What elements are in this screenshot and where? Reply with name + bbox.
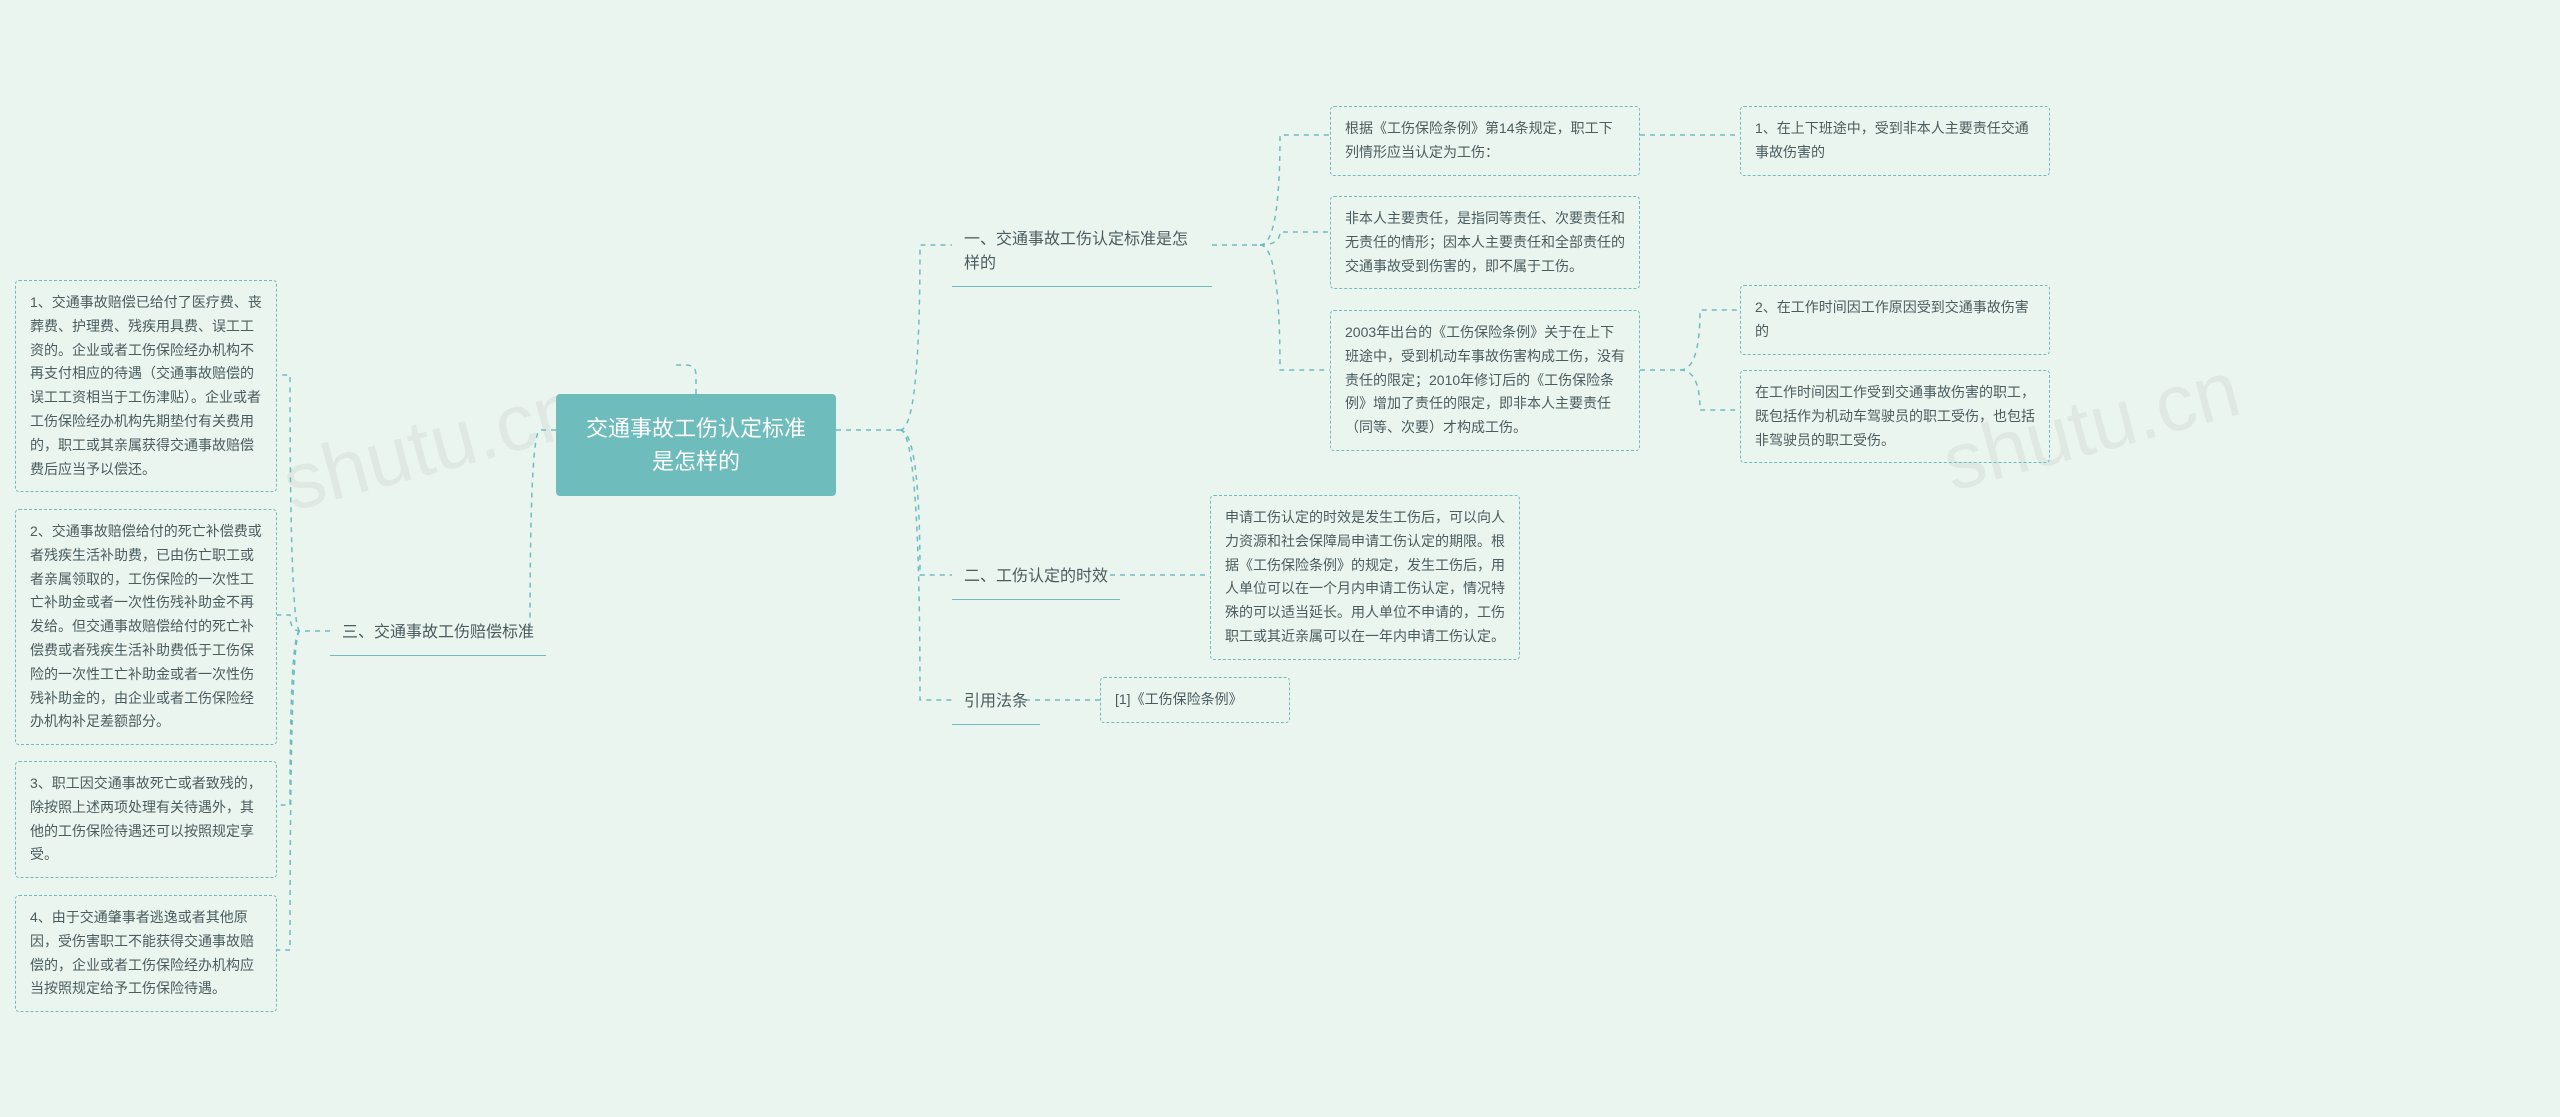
branch-citation[interactable]: 引用法条 (952, 680, 1040, 725)
leaf-text: 非本人主要责任，是指同等责任、次要责任和无责任的情形；因本人主要责任和全部责任的… (1345, 210, 1625, 274)
leaf-node[interactable]: 4、由于交通肇事者逃逸或者其他原因，受伤害职工不能获得交通事故赔偿的，企业或者工… (15, 895, 277, 1012)
leaf-text: [1]《工伤保险条例》 (1115, 691, 1243, 707)
branch-section-1[interactable]: 一、交通事故工伤认定标准是怎样的 (952, 218, 1212, 287)
branch-label: 一、交通事故工伤认定标准是怎样的 (964, 231, 1188, 272)
leaf-text: 在工作时间因工作受到交通事故伤害的职工，既包括作为机动车驾驶员的职工受伤，也包括… (1755, 384, 2035, 448)
leaf-node[interactable]: 根据《工伤保险条例》第14条规定，职工下列情形应当认定为工伤： (1330, 106, 1640, 176)
leaf-text: 2、交通事故赔偿给付的死亡补偿费或者残疾生活补助费，已由伤亡职工或者亲属领取的，… (30, 523, 262, 729)
leaf-text: 2003年出台的《工伤保险条例》关于在上下班途中，受到机动车事故伤害构成工伤，没… (1345, 324, 1625, 435)
branch-section-3[interactable]: 三、交通事故工伤赔偿标准 (330, 611, 546, 656)
leaf-node[interactable]: [1]《工伤保险条例》 (1100, 677, 1290, 723)
branch-label: 三、交通事故工伤赔偿标准 (342, 624, 534, 641)
branch-section-2[interactable]: 二、工伤认定的时效 (952, 555, 1120, 600)
leaf-node[interactable]: 1、在上下班途中，受到非本人主要责任交通事故伤害的 (1740, 106, 2050, 176)
center-title: 交通事故工伤认定标准是怎样的 (586, 416, 806, 474)
leaf-text: 3、职工因交通事故死亡或者致残的，除按照上述两项处理有关待遇外，其他的工伤保险待… (30, 775, 262, 862)
leaf-node[interactable]: 申请工伤认定的时效是发生工伤后，可以向人力资源和社会保障局申请工伤认定的期限。根… (1210, 495, 1520, 660)
branch-label: 引用法条 (964, 693, 1028, 710)
branch-label: 二、工伤认定的时效 (964, 568, 1108, 585)
leaf-node[interactable]: 2、交通事故赔偿给付的死亡补偿费或者残疾生活补助费，已由伤亡职工或者亲属领取的，… (15, 509, 277, 745)
leaf-text: 申请工伤认定的时效是发生工伤后，可以向人力资源和社会保障局申请工伤认定的期限。根… (1225, 509, 1505, 644)
leaf-text: 1、交通事故赔偿已给付了医疗费、丧葬费、护理费、残疾用具费、误工工资的。企业或者… (30, 294, 262, 477)
leaf-text: 4、由于交通肇事者逃逸或者其他原因，受伤害职工不能获得交通事故赔偿的，企业或者工… (30, 909, 254, 996)
center-node[interactable]: 交通事故工伤认定标准是怎样的 (556, 394, 836, 496)
leaf-text: 2、在工作时间因工作原因受到交通事故伤害的 (1755, 299, 2029, 339)
leaf-node[interactable]: 在工作时间因工作受到交通事故伤害的职工，既包括作为机动车驾驶员的职工受伤，也包括… (1740, 370, 2050, 463)
leaf-node[interactable]: 1、交通事故赔偿已给付了医疗费、丧葬费、护理费、残疾用具费、误工工资的。企业或者… (15, 280, 277, 492)
leaf-text: 根据《工伤保险条例》第14条规定，职工下列情形应当认定为工伤： (1345, 120, 1613, 160)
leaf-node[interactable]: 2003年出台的《工伤保险条例》关于在上下班途中，受到机动车事故伤害构成工伤，没… (1330, 310, 1640, 451)
leaf-node[interactable]: 2、在工作时间因工作原因受到交通事故伤害的 (1740, 285, 2050, 355)
leaf-node[interactable]: 非本人主要责任，是指同等责任、次要责任和无责任的情形；因本人主要责任和全部责任的… (1330, 196, 1640, 289)
leaf-text: 1、在上下班途中，受到非本人主要责任交通事故伤害的 (1755, 120, 2029, 160)
leaf-node[interactable]: 3、职工因交通事故死亡或者致残的，除按照上述两项处理有关待遇外，其他的工伤保险待… (15, 761, 277, 878)
watermark: shutu.cn (273, 362, 589, 529)
